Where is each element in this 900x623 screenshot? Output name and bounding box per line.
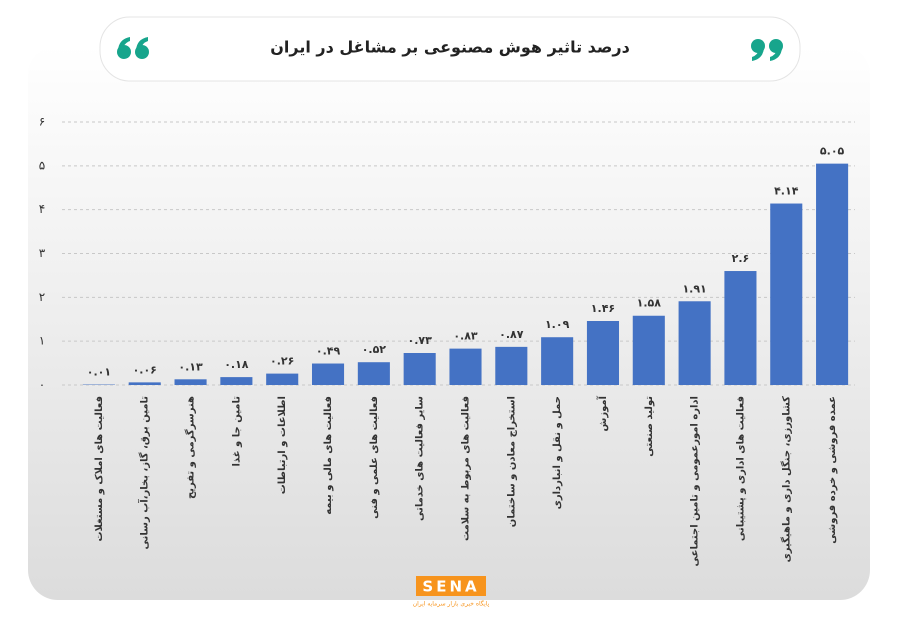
- bar: [128, 382, 161, 385]
- value-label: ۰.۰۱: [87, 366, 111, 379]
- bar: [495, 346, 528, 385]
- bar: [357, 362, 390, 385]
- x-tick-label: کشاورزی، جنگل داری و ماهیگیری: [779, 396, 792, 563]
- value-label: ۰.۴۹: [316, 345, 341, 358]
- value-label: ۰.۰۶: [133, 363, 157, 376]
- value-label: ۱.۵۸: [637, 297, 662, 310]
- value-label: ۰.۷۳: [408, 334, 433, 347]
- quote-left: [117, 37, 149, 59]
- bar: [266, 373, 299, 385]
- x-tick-label: اطلاعات و ارتباطات: [277, 396, 288, 494]
- value-label: ۵.۰۵: [820, 145, 845, 158]
- bar: [311, 363, 345, 385]
- chart-title: درصد تاثیر هوش مصنوعی بر مشاغل در ایران: [270, 38, 630, 57]
- y-tick-label: ۳: [39, 246, 46, 260]
- value-label: ۰.۵۲: [362, 343, 387, 356]
- title-box: [99, 16, 801, 82]
- x-tick-label: فعالیت های علمی و فنی: [369, 396, 380, 519]
- value-label: ۱.۹۱: [682, 282, 706, 295]
- value-label: ۱.۴۶: [591, 302, 615, 315]
- card: [28, 45, 870, 600]
- value-label: ۰.۲۶: [270, 355, 294, 368]
- x-tick-label: هنرسرگرمی و تفریح: [184, 396, 197, 499]
- y-tick-label: ۰: [39, 378, 45, 392]
- bar: [449, 348, 482, 385]
- value-label: ۲.۶: [732, 252, 750, 265]
- logo-text: SENA: [422, 578, 479, 596]
- x-tick-label: آموزش: [596, 395, 609, 431]
- bar: [678, 301, 711, 385]
- x-tick-label: فعالیت های مربوط به سلامت: [461, 396, 472, 541]
- quote-right: [751, 39, 783, 61]
- bar: [632, 315, 665, 385]
- bar: [586, 321, 620, 385]
- bar: [770, 203, 803, 385]
- x-tick-label: حمل و نقل و انبارداری: [552, 396, 563, 509]
- x-tick-label: تامین برق، گاز، بخار،آب رسانی: [138, 396, 151, 550]
- logo-tagline: پایگاه خبری بازار سرمایه ایران: [413, 600, 490, 608]
- x-tick-label: استخراج معادن و ساختمان: [506, 396, 517, 527]
- x-tick-label: تولید صنعتی: [644, 396, 655, 457]
- x-tick-label: تامین جا و غذا: [231, 396, 242, 467]
- bar: [220, 377, 253, 385]
- value-label: ۰.۸۳: [453, 330, 478, 343]
- y-tick-label: ۶: [39, 115, 45, 129]
- bar: [541, 337, 574, 385]
- x-tick-label: فعالیت های مالی و بیمه: [323, 396, 334, 515]
- x-tick-label: سایر فعالیت های خدماتی: [415, 396, 426, 521]
- value-label: ۰.۱۳: [178, 360, 203, 373]
- value-label: ۰.۱۸: [224, 358, 249, 371]
- x-tick-label: فعالیت های اداری و پشتیبانی: [735, 396, 746, 541]
- y-tick-label: ۵: [39, 158, 45, 172]
- y-tick-label: ۱: [39, 334, 45, 348]
- value-label: ۱.۰۹: [545, 318, 570, 331]
- x-tick-label: عمده فروشی و خرده فروشی: [827, 396, 838, 544]
- value-label: ۴.۱۴: [774, 185, 799, 198]
- x-tick-label: فعالیت های املاک و مستغلات: [94, 396, 105, 542]
- x-tick-label: اداره امورعمومی و تامین اجتماعی: [690, 396, 701, 566]
- bar: [724, 271, 757, 385]
- value-label: ۰.۸۷: [499, 328, 524, 341]
- bar: [816, 163, 849, 385]
- bar: [174, 379, 207, 385]
- bar: [403, 353, 436, 385]
- logo-box: [416, 576, 486, 596]
- y-tick-label: ۲: [39, 290, 45, 304]
- y-tick-label: ۴: [39, 202, 45, 216]
